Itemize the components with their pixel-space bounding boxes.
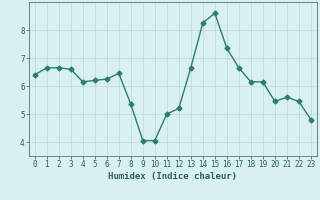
X-axis label: Humidex (Indice chaleur): Humidex (Indice chaleur) — [108, 172, 237, 181]
